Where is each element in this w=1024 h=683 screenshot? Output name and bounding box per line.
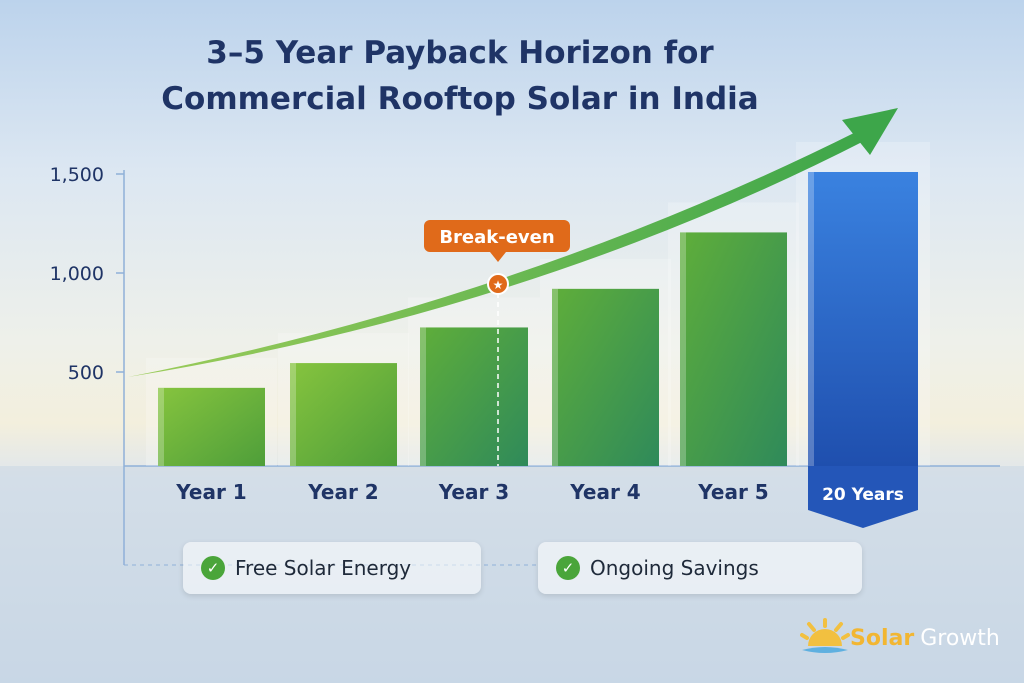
trend-arrowhead	[842, 108, 898, 155]
bar-edge	[290, 363, 296, 466]
break-even-badge	[424, 220, 570, 252]
break-even-label: Break-even	[439, 227, 554, 248]
y-tick-label: 500	[68, 362, 104, 384]
title-line-2: Commercial Rooftop Solar in India	[161, 81, 759, 117]
logo-text-growth: Growth	[920, 625, 1000, 651]
y-tick-label: 1,000	[50, 263, 104, 285]
star-icon: ★	[493, 278, 504, 292]
bar-edge	[680, 232, 686, 466]
bar	[680, 232, 787, 466]
highlight-label-tab	[808, 466, 918, 528]
check-icon: ✓	[201, 556, 225, 580]
solar-growth-logo: Solar Growth	[800, 618, 1000, 658]
x-tick-label: Year 3	[438, 480, 509, 504]
x-tick-label: Year 1	[175, 480, 246, 504]
check-icon: ✓	[556, 556, 580, 580]
legend-free-solar: ✓ Free Solar Energy	[183, 542, 481, 594]
bar	[158, 387, 265, 466]
bar	[420, 327, 528, 466]
bar-edge	[420, 327, 426, 466]
x-tick-label: Year 5	[697, 480, 768, 504]
x-tick-label: Year 4	[569, 480, 640, 504]
bar-edge	[552, 288, 558, 466]
break-even-marker	[487, 273, 509, 295]
bar	[552, 288, 659, 466]
legend-label: Free Solar Energy	[235, 556, 412, 580]
logo-text-solar: Solar	[850, 625, 915, 651]
x-tick-label: 20 Years	[822, 485, 904, 505]
legend-label: Ongoing Savings	[590, 556, 759, 580]
bar	[808, 172, 918, 466]
bar-edge	[158, 387, 164, 466]
chart-title: 3–5 Year Payback Horizon for Commercial …	[60, 30, 860, 122]
sun-icon	[800, 618, 850, 653]
break-even-badge-pointer	[490, 252, 506, 262]
bar-edge	[808, 172, 814, 466]
bar	[290, 363, 397, 466]
y-tick-label: 1,500	[50, 164, 104, 186]
legend-ongoing-savings: ✓ Ongoing Savings	[538, 542, 862, 594]
title-line-1: 3–5 Year Payback Horizon for	[206, 35, 714, 71]
x-tick-label: Year 2	[307, 480, 378, 504]
